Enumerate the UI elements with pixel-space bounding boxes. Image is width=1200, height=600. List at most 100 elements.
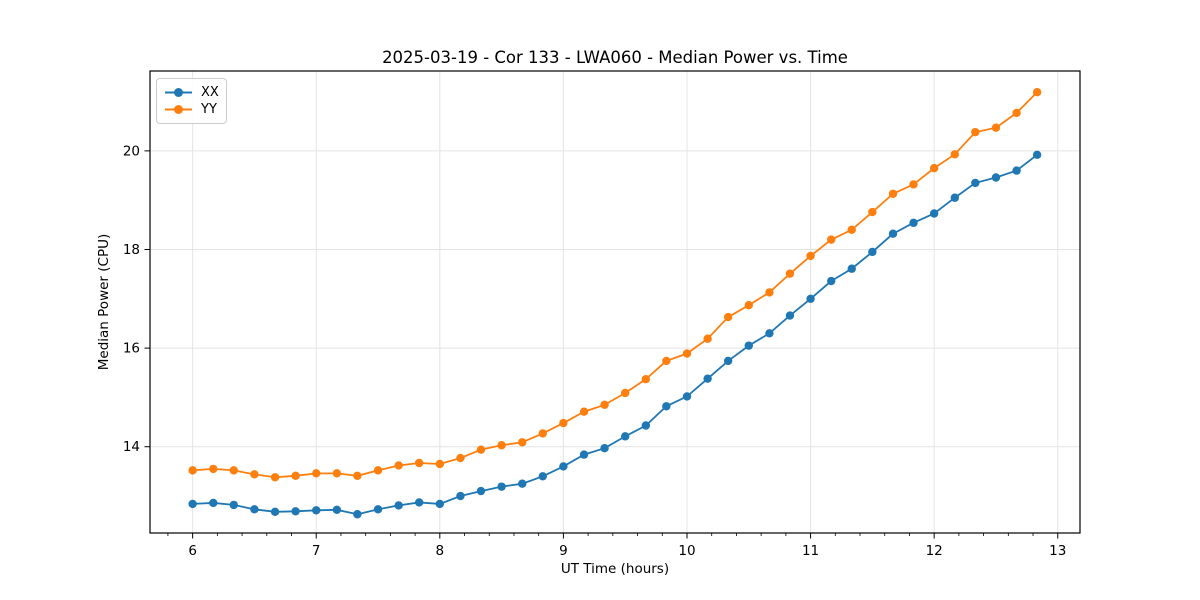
legend-label-yy: YY	[201, 102, 217, 117]
xx-series-marker	[394, 501, 403, 510]
y-tick-label: 18	[123, 242, 140, 258]
yy-series-marker	[476, 445, 486, 454]
yy-series-marker	[414, 458, 424, 468]
xx-series-marker	[600, 443, 609, 453]
yy-series-marker	[641, 374, 651, 384]
xx-series-marker	[723, 356, 733, 366]
xx-series-marker	[1032, 150, 1042, 160]
xx-series-line	[192, 154, 1038, 516]
yy-series-marker	[559, 418, 568, 428]
yy-series-swatch-icon	[165, 105, 192, 114]
xx-series-marker	[559, 462, 568, 471]
yy-series-marker	[682, 349, 692, 358]
yy-series-marker	[991, 123, 1001, 132]
xx-series-marker	[332, 505, 342, 515]
xx-series-marker	[806, 294, 815, 303]
xx-series-marker	[188, 499, 197, 509]
xx-series-marker	[744, 341, 753, 350]
xx-series-marker	[312, 506, 321, 515]
xx-series-marker	[518, 479, 527, 488]
yy-series-marker	[888, 189, 898, 198]
yy-series-marker	[229, 466, 238, 475]
yy-series-marker	[1032, 88, 1042, 97]
yy-series-marker	[765, 288, 774, 297]
yy-series-line	[192, 91, 1038, 479]
yy-series-marker	[209, 464, 218, 474]
x-tick-label: 11	[802, 543, 819, 559]
xx-series-marker	[847, 264, 856, 273]
xx-series-marker	[353, 510, 362, 519]
xx-series-marker	[229, 500, 238, 510]
xx-series-marker	[456, 491, 465, 501]
yy-series-marker	[332, 469, 342, 478]
yy-series-marker	[373, 466, 383, 475]
xx-series-marker	[579, 450, 589, 459]
yy-series-marker	[868, 207, 877, 217]
x-tick-label: 7	[312, 543, 321, 559]
xx-series-marker	[414, 498, 424, 507]
legend-label-xx: XX	[201, 85, 219, 100]
xx-series-marker	[971, 178, 980, 188]
xx-series-marker	[538, 472, 547, 481]
xx-series-marker	[991, 173, 1001, 182]
xx-series-marker	[950, 193, 960, 202]
axis-ticks: 6 7 8 9 10 11 12 13 14 16 18 20	[123, 143, 1067, 559]
yy-series-marker	[291, 471, 300, 480]
xx-series-marker	[1012, 166, 1021, 175]
xx-series-marker	[476, 486, 486, 496]
yy-series-marker	[806, 251, 815, 261]
legend-item-yy: YY	[164, 101, 218, 118]
yy-series-marker	[621, 388, 630, 398]
yy-series-marker	[579, 407, 589, 416]
yy-series-marker	[497, 441, 506, 450]
yy-series-marker	[909, 180, 918, 189]
xx-series	[188, 150, 1042, 519]
y-tick-label: 20	[123, 143, 140, 159]
yy-series-marker	[270, 473, 280, 482]
yy-series-marker	[353, 471, 362, 480]
chart-title: 2025-03-19 - Cor 133 - LWA060 - Median P…	[382, 48, 848, 67]
x-tick-label: 10	[678, 543, 695, 559]
yy-series-marker	[950, 150, 960, 159]
xx-series-marker	[929, 209, 939, 218]
yy-series-marker	[744, 301, 753, 310]
xx-series-swatch-icon	[165, 88, 192, 97]
yy-series-marker	[662, 356, 671, 366]
legend-item-xx: XX	[164, 84, 219, 101]
xx-series-marker	[703, 374, 712, 383]
xx-series-marker	[662, 402, 671, 411]
x-tick-label: 13	[1049, 543, 1066, 559]
y-tick-label: 16	[123, 341, 140, 357]
yy-series-marker	[312, 469, 321, 478]
yy-series-marker	[538, 429, 547, 438]
yy-series-marker	[847, 225, 856, 234]
yy-series-marker	[971, 127, 980, 137]
yy-series-marker	[394, 461, 403, 470]
x-axis-label: UT Time (hours)	[560, 561, 670, 577]
yy-series-marker	[785, 269, 795, 278]
xx-series-marker	[641, 421, 651, 430]
x-tick-label: 8	[436, 543, 445, 559]
xx-series-marker	[497, 482, 506, 491]
xx-series-marker	[785, 311, 795, 320]
x-tick-label: 12	[926, 543, 943, 559]
xx-series-marker	[868, 247, 877, 257]
yy-series-marker	[723, 312, 733, 322]
yy-series-marker	[435, 459, 445, 469]
plot-spines	[149, 70, 1081, 534]
yy-series-marker	[250, 470, 259, 479]
yy-series	[188, 88, 1042, 482]
xx-series-marker	[765, 329, 774, 338]
yy-series-marker	[518, 438, 527, 447]
xx-series-marker	[888, 229, 898, 238]
x-tick-label: 9	[559, 543, 568, 559]
xx-series-marker	[827, 276, 836, 286]
legend: XX YY	[156, 78, 227, 124]
xx-series-marker	[682, 392, 692, 401]
xx-series-marker	[373, 505, 383, 514]
xx-series-marker	[250, 505, 259, 514]
gridlines	[150, 71, 1080, 533]
xx-series-marker	[435, 499, 445, 509]
xx-series-marker	[621, 432, 630, 441]
